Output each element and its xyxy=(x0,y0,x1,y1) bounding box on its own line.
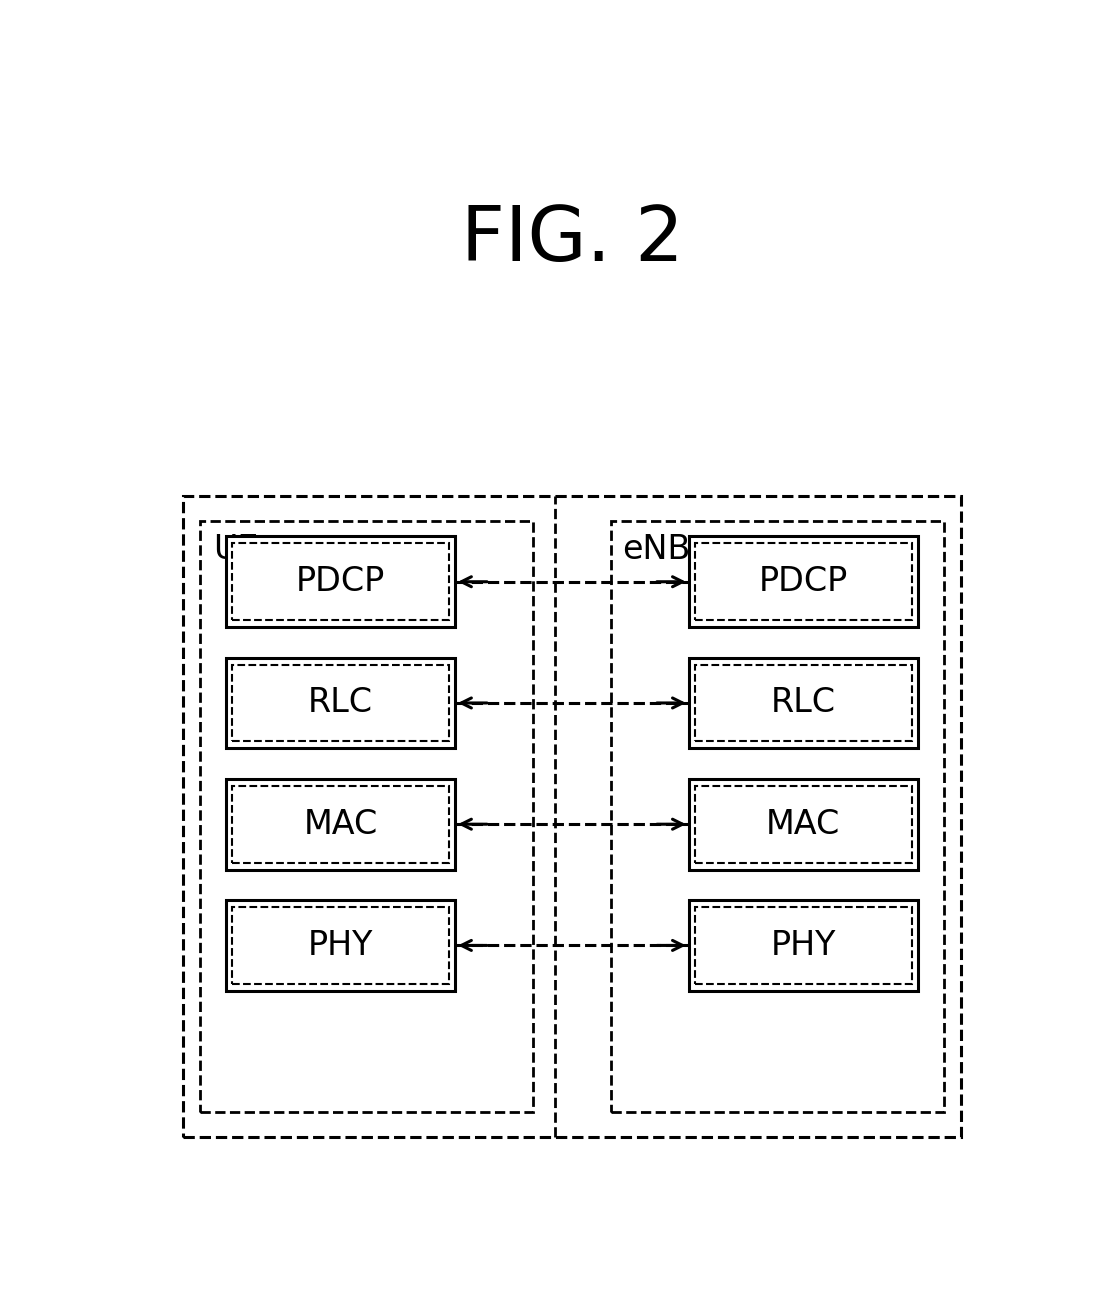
Bar xyxy=(200,521,533,1113)
Bar xyxy=(225,537,455,627)
Bar xyxy=(225,900,455,991)
Text: MAC: MAC xyxy=(304,808,377,841)
Text: eNB: eNB xyxy=(622,533,691,567)
Bar xyxy=(695,786,912,862)
Text: MAC: MAC xyxy=(767,808,840,841)
Text: UE: UE xyxy=(213,533,259,567)
Bar xyxy=(689,537,917,627)
Bar xyxy=(689,900,917,991)
Bar xyxy=(225,779,455,870)
Bar xyxy=(689,779,917,870)
Bar xyxy=(695,665,912,741)
Text: PDCP: PDCP xyxy=(296,565,385,598)
Bar xyxy=(232,907,449,984)
Bar xyxy=(225,657,455,748)
Bar xyxy=(232,543,449,621)
Text: PHY: PHY xyxy=(771,929,836,962)
Bar xyxy=(232,665,449,741)
Bar xyxy=(232,786,449,862)
Text: RLC: RLC xyxy=(308,686,373,719)
Bar xyxy=(183,496,961,1138)
Text: PDCP: PDCP xyxy=(759,565,848,598)
Bar xyxy=(695,907,912,984)
Text: RLC: RLC xyxy=(771,686,836,719)
Text: PHY: PHY xyxy=(308,929,373,962)
Bar xyxy=(695,543,912,621)
Bar xyxy=(610,521,944,1113)
Bar xyxy=(689,657,917,748)
Text: FIG. 2: FIG. 2 xyxy=(461,203,683,277)
